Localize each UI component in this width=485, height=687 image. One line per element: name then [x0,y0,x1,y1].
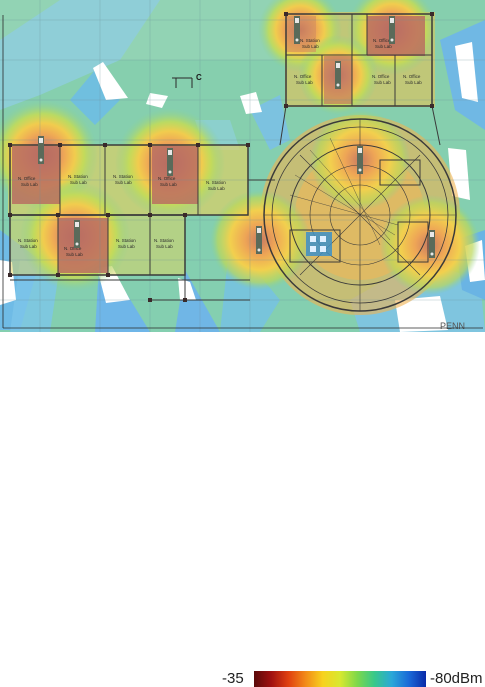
room-label-r4: N. Station [206,180,226,185]
corner-text: PENN [440,321,465,331]
room-sub-r13: Sub Lab [405,80,422,85]
room-sub-r3: Sub Lab [115,180,132,185]
access-point-icon [256,226,262,254]
room-label-r3: N. Station [113,174,133,179]
room-label-r5: N. Office [158,176,176,181]
room-label-r9: N. Station [154,238,174,243]
access-point-icon [429,230,435,258]
room-sub-r14: Sub Lab [375,44,392,49]
room-sub-r9: Sub Lab [156,244,173,249]
room-sub-r4: Sub Lab [208,186,225,191]
access-point-icon [38,136,44,164]
legend-color-bar [254,671,426,687]
room-sub-r1: Sub Lab [21,182,38,187]
access-point-icon [389,16,395,44]
access-point-icon [167,148,173,176]
access-point-icon [335,61,341,89]
wifi-heatmap: N. Office Sub Lab N. Station Sub Lab N. … [0,0,485,332]
room-sub-r12: Sub Lab [374,80,391,85]
room-sub-r2: Sub Lab [70,180,87,185]
room-label-r7: N. Station [116,238,136,243]
room-sub-r8: Sub Lab [66,252,83,257]
legend-max-label: -80dBm [430,670,483,687]
room-label-r12: N. Office [372,74,390,79]
access-point-icon [357,146,363,174]
access-point-icon [74,220,80,248]
room-sub-r7: Sub Lab [118,244,135,249]
room-label-r11: N. Office [294,74,312,79]
room-label-r14: N. Office [373,38,391,43]
room-label-r2: N. Station [68,174,88,179]
signal-legend: -35 -80dBm [0,332,485,362]
room-label-r6: N. Station [18,238,38,243]
compass-label: C [196,73,202,82]
restroom-block [306,232,332,256]
access-point-icon [294,16,300,44]
room-sub-r10: Sub Lab [302,44,319,49]
room-label-r10: N. Station [300,38,320,43]
room-sub-r11: Sub Lab [296,80,313,85]
room-label-r13: N. Office [403,74,421,79]
room-sub-r5: Sub Lab [160,182,177,187]
legend-min-label: -35 [222,670,244,687]
room-sub-r6: Sub Lab [20,244,37,249]
room-label-r1: N. Office [18,176,36,181]
